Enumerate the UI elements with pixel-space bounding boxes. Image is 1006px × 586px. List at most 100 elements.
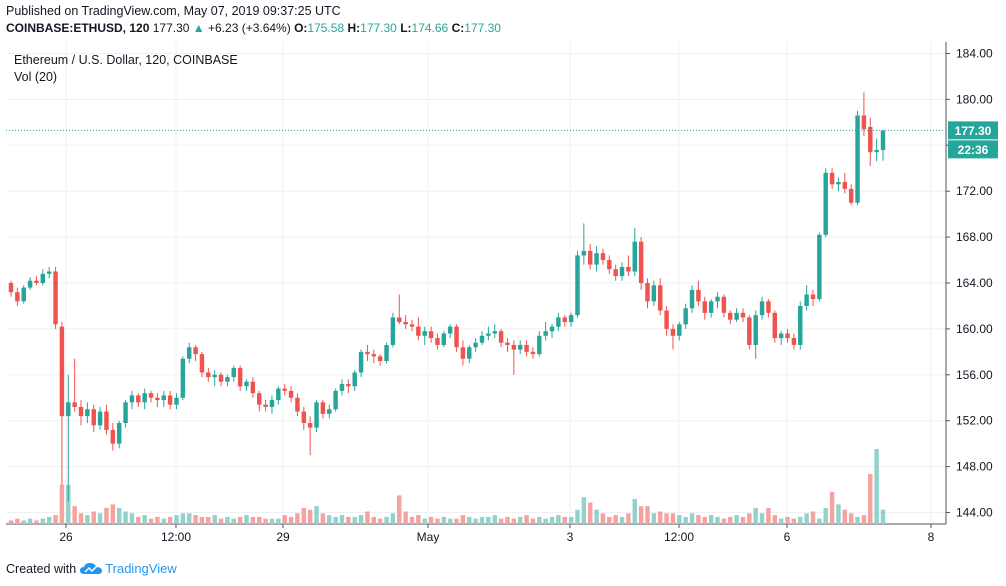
y-tick-label: 144.00 xyxy=(956,506,993,520)
volume-bar xyxy=(594,509,599,524)
volume-bar xyxy=(435,518,440,524)
volume-bar xyxy=(129,513,135,524)
candle-body xyxy=(257,393,262,405)
candle-body xyxy=(747,317,752,345)
candle-body xyxy=(129,395,135,403)
candle-body xyxy=(562,317,567,323)
volume-bar xyxy=(441,516,447,524)
volume-bar xyxy=(116,507,122,524)
created-with-text: Created with xyxy=(6,561,77,576)
volume-bar xyxy=(581,497,587,524)
volume-bar xyxy=(855,516,860,524)
candle-body xyxy=(422,331,427,336)
volume-bar xyxy=(505,516,510,524)
volume-bar xyxy=(498,518,504,524)
tradingview-logo[interactable]: TradingView xyxy=(80,561,177,576)
volume-bar xyxy=(613,515,618,524)
volume-bar xyxy=(72,506,77,524)
candle-body xyxy=(728,312,733,320)
volume-bar xyxy=(721,518,727,524)
candle-body xyxy=(110,429,116,444)
x-tick-label: 8 xyxy=(928,530,935,544)
candle-body xyxy=(785,333,790,339)
volume-bar xyxy=(104,507,109,524)
volume-bar xyxy=(295,513,300,524)
volume-bar xyxy=(473,518,478,524)
candle-body xyxy=(848,188,854,203)
x-tick-label: 3 xyxy=(567,530,574,544)
candle-body xyxy=(543,331,548,336)
candle-body xyxy=(479,335,485,343)
candle-body xyxy=(21,287,26,302)
volume-bar xyxy=(626,513,631,524)
volume-bar xyxy=(85,515,90,524)
volume-bar xyxy=(460,515,466,524)
candle-body xyxy=(657,285,663,311)
volume-bar xyxy=(537,516,542,524)
candle-body xyxy=(524,344,529,352)
candle-body xyxy=(715,296,720,302)
high-value: 177.30 xyxy=(360,21,397,35)
volume-bar xyxy=(148,518,154,524)
candle-body xyxy=(174,397,179,405)
volume-bar xyxy=(320,513,326,524)
volume-bar xyxy=(486,516,491,524)
candle-body xyxy=(167,395,173,405)
candle-body xyxy=(689,289,695,309)
candle-body xyxy=(447,326,453,334)
candle-body xyxy=(333,390,338,410)
candle-body xyxy=(568,315,574,323)
candle-body xyxy=(282,388,287,391)
candle-body xyxy=(218,374,224,382)
volume-bar xyxy=(390,513,396,524)
y-tick-label: 156.00 xyxy=(956,368,993,382)
volume-bar xyxy=(27,518,33,524)
symbol-header: COINBASE:ETHUSD, 120 177.30 ▲ +6.23 (+3.… xyxy=(6,21,501,35)
volume-bar xyxy=(333,516,338,524)
volume-bar xyxy=(282,515,287,524)
volume-bar xyxy=(549,516,555,524)
volume-bar xyxy=(638,506,644,524)
chart-area[interactable]: 184.00180.00176.00172.00168.00164.00160.… xyxy=(6,42,1004,550)
volume-bar xyxy=(155,516,160,524)
volume-bar xyxy=(46,516,52,524)
y-tick-label: 152.00 xyxy=(956,414,993,428)
volume-bar xyxy=(8,520,14,524)
candle-body xyxy=(295,397,300,412)
volume-bar xyxy=(288,516,294,524)
volume-bar xyxy=(409,516,415,524)
low-label: L: xyxy=(400,21,412,35)
candle-body xyxy=(269,400,275,407)
x-tick-label: 29 xyxy=(276,530,290,544)
volume-bar xyxy=(263,518,268,524)
candle-body xyxy=(517,344,523,350)
candle-body xyxy=(97,411,103,426)
candle-body xyxy=(454,326,459,348)
volume-bar xyxy=(231,518,237,524)
candle-body xyxy=(810,294,816,300)
candle-body xyxy=(327,409,332,414)
volume-bar xyxy=(670,513,676,524)
candle-body xyxy=(365,351,370,355)
y-tick-label: 168.00 xyxy=(956,230,993,244)
volume-bar xyxy=(186,513,192,524)
volume-bar xyxy=(358,515,364,524)
candle-body xyxy=(702,301,708,313)
candle-body xyxy=(721,296,727,313)
candle-body xyxy=(594,253,599,265)
volume-bar xyxy=(397,495,402,524)
x-tick-label: 26 xyxy=(59,530,73,544)
candle-body xyxy=(314,402,319,428)
volume-bar xyxy=(543,518,548,524)
candle-body xyxy=(225,377,230,382)
volume-bar xyxy=(225,516,230,524)
volume-bar xyxy=(778,518,784,524)
candle-body xyxy=(123,402,128,424)
candlestick-chart[interactable]: 184.00180.00176.00172.00168.00164.00160.… xyxy=(6,42,1004,550)
low-value: 174.66 xyxy=(411,21,449,35)
candle-body xyxy=(537,335,542,355)
volume-bar xyxy=(250,516,256,524)
candle-body xyxy=(136,395,141,403)
volume-bar xyxy=(301,507,307,524)
candle-body xyxy=(358,351,364,373)
